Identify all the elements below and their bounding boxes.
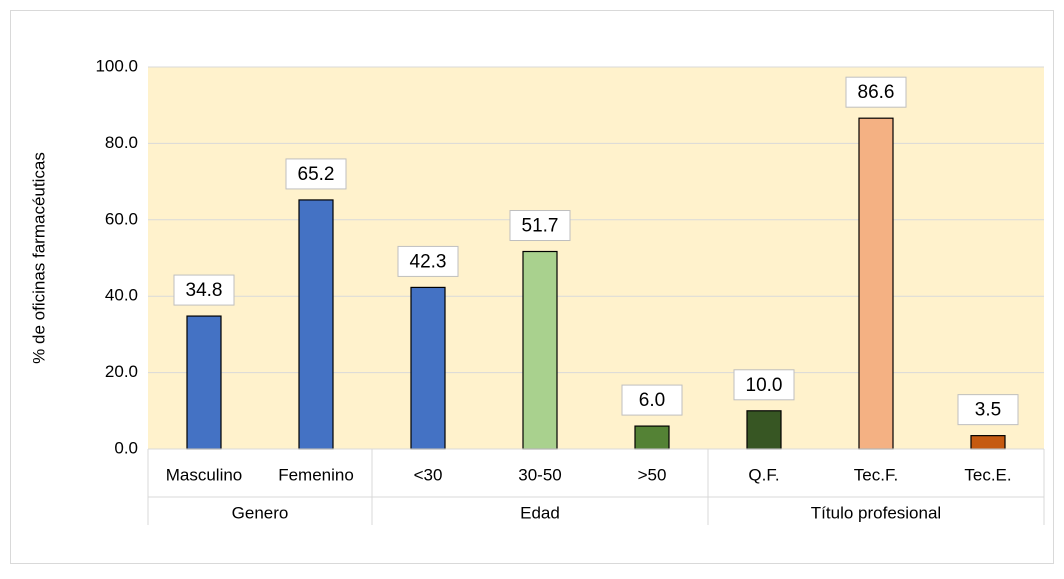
data-label-box (957, 394, 1019, 426)
x-tick-label: Masculino (166, 465, 243, 484)
y-tick-label: 60.0 (105, 209, 138, 228)
x-tick-label: <30 (414, 465, 443, 484)
x-tick-label: Tec.F. (854, 465, 898, 484)
data-label-box (397, 245, 459, 277)
y-tick-label: 40.0 (105, 286, 138, 305)
data-label-box (285, 158, 347, 190)
bar (410, 286, 446, 450)
bar (634, 425, 670, 450)
y-tick-label: 0.0 (114, 438, 138, 457)
data-label-box (173, 274, 235, 306)
bar (746, 410, 782, 450)
bar (858, 117, 894, 450)
bar (522, 250, 558, 450)
data-label: 10.0 (746, 375, 783, 396)
data-label: 34.8 (186, 280, 223, 301)
data-label: 3.5 (975, 400, 1001, 421)
x-tick-label: Femenino (278, 465, 354, 484)
data-label: 6.0 (639, 390, 665, 411)
y-tick-label: 100.0 (95, 56, 138, 75)
bar (298, 199, 334, 450)
y-axis-label: % de oficinas farmacéuticas (29, 152, 48, 364)
x-tick-label: 30-50 (518, 465, 561, 484)
data-label: 65.2 (298, 164, 335, 185)
x-tick-label: Tec.E. (964, 465, 1011, 484)
data-label: 42.3 (410, 251, 447, 272)
bar (186, 315, 222, 450)
bar (970, 435, 1006, 450)
x-tick-label: Q.F. (748, 465, 779, 484)
group-label: Título profesional (811, 503, 941, 522)
data-label: 51.7 (522, 216, 559, 237)
data-label: 86.6 (858, 82, 895, 103)
group-label: Edad (520, 503, 560, 522)
y-tick-label: 80.0 (105, 133, 138, 152)
y-tick-label: 20.0 (105, 362, 138, 381)
data-label-box (845, 76, 907, 108)
data-label-box (733, 369, 795, 401)
data-label-box (509, 210, 571, 242)
plot-area (148, 67, 1044, 449)
x-tick-label: >50 (638, 465, 667, 484)
data-label-box (621, 384, 683, 416)
group-label: Genero (232, 503, 289, 522)
